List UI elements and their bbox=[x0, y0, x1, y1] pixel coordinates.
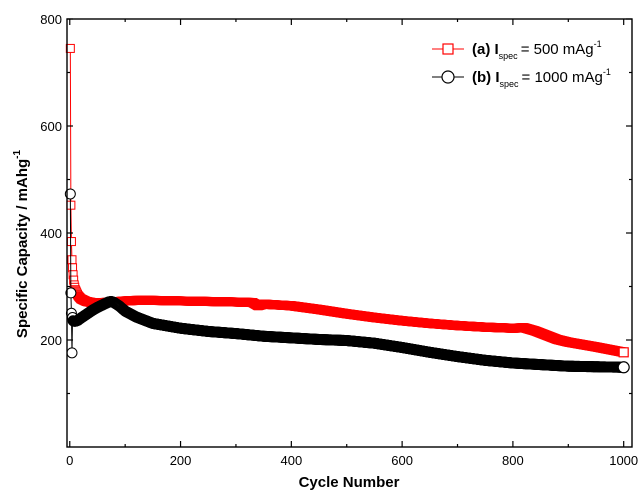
legend: (a) Ispec = 500 mAg-1(b) Ispec = 1000 mAg-… bbox=[432, 39, 611, 89]
series-a-line bbox=[69, 48, 624, 353]
y-tick-label: 800 bbox=[40, 12, 62, 27]
series-b-point bbox=[64, 188, 76, 200]
legend-label-superscript: -1 bbox=[594, 39, 602, 49]
legend-item-b: (b) Ispec = 1000 mAg-1 bbox=[432, 67, 611, 89]
legend-label-subscript: spec bbox=[499, 51, 519, 61]
series-b bbox=[64, 188, 630, 374]
series-a-point bbox=[66, 237, 76, 247]
x-tick-label: 600 bbox=[391, 453, 413, 468]
axes: 0 200 400 600 800 1000 200 400 600 800 bbox=[40, 12, 638, 468]
x-tick-label: 1000 bbox=[609, 453, 638, 468]
legend-label-subscript: spec bbox=[500, 79, 520, 89]
x-tick-label: 800 bbox=[502, 453, 524, 468]
y-tick-label: 200 bbox=[40, 333, 62, 348]
legend-label: (a) Ispec = 500 mAg-1 bbox=[472, 39, 602, 61]
y-axis-title-superscript: -1 bbox=[12, 150, 23, 159]
y-tick-label: 600 bbox=[40, 119, 62, 134]
legend-label-superscript: -1 bbox=[603, 67, 611, 77]
plot-area bbox=[64, 43, 630, 374]
series-a bbox=[65, 43, 629, 358]
legend-label-prefix: (a) I bbox=[472, 41, 499, 58]
series-b-point bbox=[65, 287, 77, 299]
legend-label-value: = 1000 mAg bbox=[522, 69, 603, 86]
x-tick-label: 0 bbox=[66, 453, 73, 468]
legend-label: (b) Ispec = 1000 mAg-1 bbox=[472, 67, 611, 89]
series-b-end-point bbox=[617, 361, 630, 374]
y-axis-title: Specific Capacity / mAhg-1 bbox=[12, 150, 31, 339]
legend-square-marker bbox=[442, 43, 454, 55]
x-tick-label: 400 bbox=[280, 453, 302, 468]
series-b-point bbox=[66, 347, 78, 359]
y-tick-label: 400 bbox=[40, 226, 62, 241]
y-axis-title-text: Specific Capacity / mAhg bbox=[14, 159, 31, 338]
x-axis-title: Cycle Number bbox=[299, 474, 400, 491]
legend-circle-marker bbox=[441, 70, 455, 84]
series-a-end-point bbox=[618, 347, 629, 358]
x-tick-label: 200 bbox=[170, 453, 192, 468]
legend-label-value: = 500 mAg bbox=[521, 41, 594, 58]
legend-label-prefix: (b) I bbox=[472, 69, 500, 86]
series-a-point bbox=[67, 255, 77, 265]
legend-item-a: (a) Ispec = 500 mAg-1 bbox=[432, 39, 602, 61]
